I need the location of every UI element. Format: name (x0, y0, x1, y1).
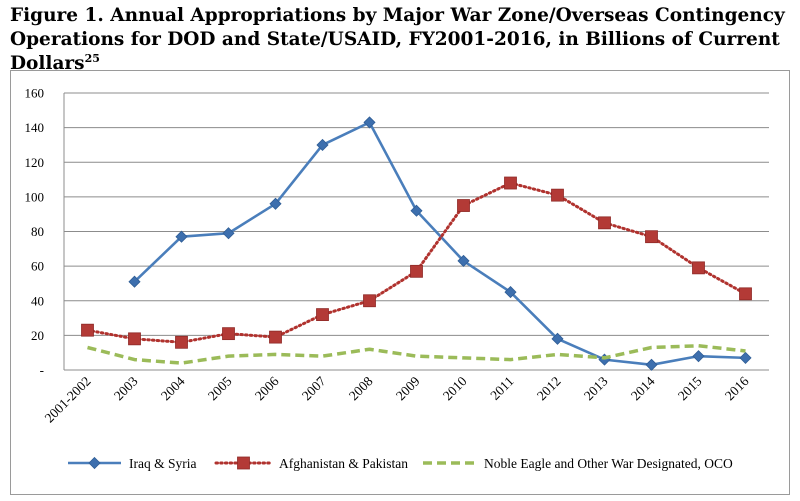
x-tick-label: 2007 (299, 373, 329, 403)
data-point-diamond (175, 230, 188, 243)
x-tick-label: 2006 (252, 373, 282, 403)
legend-marker-diamond (88, 456, 101, 470)
footnote-marker: 25 (84, 51, 100, 65)
series-line-0 (133, 121, 746, 367)
data-point-square (504, 176, 517, 190)
data-point-diamond (410, 204, 423, 217)
x-tick-label: 2001-2002 (42, 374, 94, 426)
legend-label-2: Noble Eagle and Other War Designated, OC… (484, 456, 733, 471)
y-tick-label: 60 (31, 259, 44, 274)
data-point-square (457, 199, 470, 212)
data-point-diamond (128, 275, 141, 288)
data-point-square (81, 323, 94, 337)
line-chart: - 20 40 60 80 100 120 140 160 2001-2002 2003 2004 20… (25, 86, 769, 471)
data-point-square (410, 264, 423, 278)
data-point-diamond (269, 197, 282, 210)
data-point-square (222, 327, 235, 341)
x-tick-label: 2011 (487, 374, 516, 403)
data-point-diamond (692, 350, 705, 363)
y-tick-label: 80 (31, 224, 44, 239)
y-tick-label: 120 (25, 155, 45, 170)
x-tick-label: 2014 (628, 373, 658, 403)
data-point-square (128, 332, 141, 346)
x-tick-label: 2010 (440, 373, 470, 403)
data-point-diamond (551, 332, 564, 345)
y-tick-label: 160 (25, 86, 45, 101)
y-tick-label: 100 (25, 189, 45, 204)
figure-title-text: Figure 1. Annual Appropriations by Major… (10, 5, 785, 74)
data-point-diamond (504, 286, 517, 299)
data-point-square (269, 330, 282, 344)
x-tick-label: 2004 (158, 373, 188, 403)
chart-frame: - 20 40 60 80 100 120 140 160 2001-2002 2003 2004 20… (10, 70, 790, 495)
x-tick-label: 2012 (534, 374, 564, 404)
x-tick-label: 2015 (675, 373, 705, 403)
y-tick-label: 40 (31, 293, 44, 308)
legend-label-1: Afghanistan & Pakistan (279, 456, 408, 471)
data-point-diamond (363, 116, 376, 129)
data-point-square (363, 294, 376, 308)
figure-title: Figure 1. Annual Appropriations by Major… (10, 4, 790, 76)
x-tick-label: 2008 (346, 373, 376, 403)
data-point-square (316, 308, 329, 322)
legend-marker-square (237, 456, 250, 470)
data-point-square (551, 188, 564, 202)
series-line-2 (87, 344, 746, 365)
data-point-square (739, 287, 752, 301)
data-point-square (692, 261, 705, 275)
data-point-square (645, 230, 658, 244)
y-tick-label: 140 (25, 120, 45, 135)
x-tick-label: 2016 (722, 373, 752, 403)
x-tick-label: 2009 (393, 373, 423, 403)
y-tick-label: 20 (31, 328, 44, 343)
data-point-square (598, 216, 611, 230)
data-point-diamond (645, 358, 658, 371)
x-tick-label: 2005 (205, 373, 235, 403)
data-point-square (175, 335, 188, 349)
y-tick-label: - (40, 363, 44, 378)
legend-label-0: Iraq & Syria (129, 456, 196, 471)
data-point-diamond (739, 351, 752, 364)
x-tick-label: 2013 (581, 373, 611, 403)
data-point-diamond (222, 227, 235, 240)
data-point-diamond (457, 254, 470, 267)
data-point-diamond (316, 138, 329, 152)
x-tick-label: 2003 (111, 373, 141, 403)
